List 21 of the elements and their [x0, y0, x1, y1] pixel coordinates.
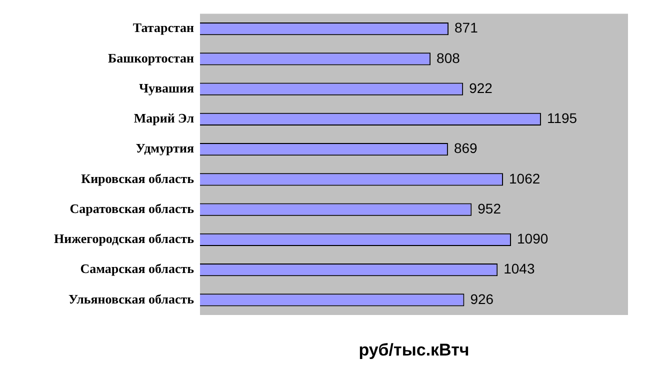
y-tick-label: Марий Эл	[134, 110, 194, 126]
y-tick-label: Удмуртия	[136, 140, 194, 156]
y-tick-label: Кировская область	[81, 170, 194, 186]
y-tick-label: Башкортостан	[108, 50, 195, 66]
data-label: 926	[470, 290, 494, 307]
data-label: 808	[436, 50, 460, 66]
data-label: 1090	[517, 230, 548, 247]
data-label: 869	[454, 140, 478, 156]
data-label: 952	[478, 200, 502, 216]
data-label: 1062	[509, 170, 540, 186]
y-tick-label: Нижегородская область	[54, 231, 194, 246]
y-tick-label: Чувашия	[138, 80, 194, 96]
y-tick-label: Татарстан	[132, 20, 195, 36]
data-label: 871	[454, 20, 478, 36]
x-axis-title: руб/тыс.кВтч	[358, 340, 470, 360]
y-tick-label: Самарская область	[80, 261, 194, 276]
data-label: 1043	[504, 260, 535, 277]
y-tick-label: Саратовская область	[70, 200, 194, 216]
y-tick-label: Ульяновская область	[68, 291, 194, 306]
data-label: 1195	[546, 110, 578, 126]
data-label: 922	[469, 80, 493, 96]
